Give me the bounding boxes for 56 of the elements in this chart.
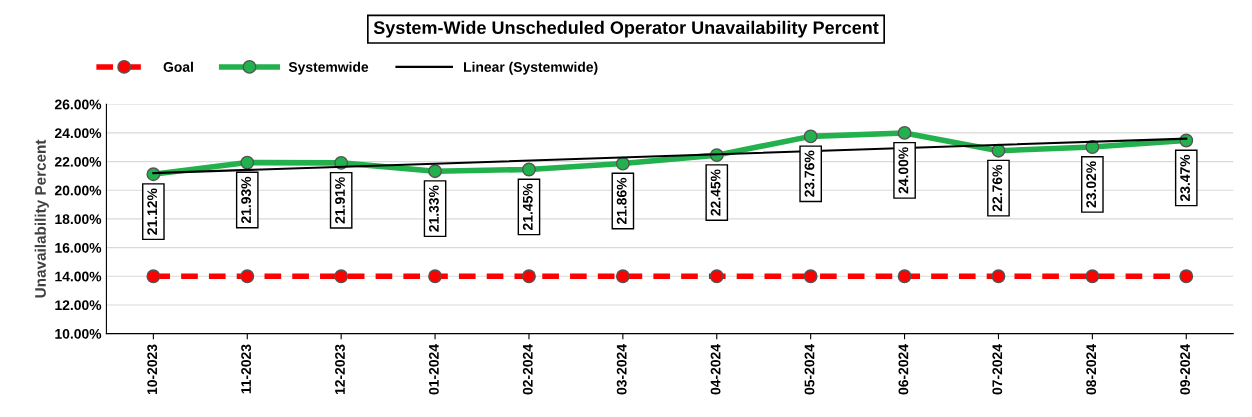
x-tick-label: 08-2024 xyxy=(1086,344,1097,395)
x-tick-label: 07-2024 xyxy=(992,344,1003,395)
legend-label: Goal xyxy=(163,61,193,72)
x-tick-label: 01-2024 xyxy=(428,344,439,395)
point xyxy=(991,269,1006,284)
point xyxy=(615,269,630,284)
point xyxy=(1179,269,1194,284)
data-label: 21.93% xyxy=(241,176,252,224)
point xyxy=(428,164,443,179)
point xyxy=(709,269,724,284)
x-tick-label: 12-2023 xyxy=(335,344,345,395)
y-tick-label: 12.00% xyxy=(55,300,102,311)
data-label: 21.33% xyxy=(428,185,439,232)
data-label: 21.12% xyxy=(147,188,158,235)
y-tick-label: 24.00% xyxy=(54,128,102,139)
legend-label: Linear (Systemwide) xyxy=(464,61,598,75)
x-tick-label: 05-2024 xyxy=(804,344,815,395)
y-tick-label: 10.00% xyxy=(55,328,102,339)
point xyxy=(803,129,818,144)
y-tick-label: 18.00% xyxy=(55,214,102,225)
data-label: 23.76% xyxy=(804,150,815,197)
point xyxy=(146,269,161,284)
point xyxy=(897,125,912,140)
point xyxy=(240,269,255,284)
x-tick-label: 06-2024 xyxy=(898,344,909,395)
x-tick-label: 09-2024 xyxy=(1180,344,1190,395)
point xyxy=(897,269,912,284)
y-tick-label: 26.00% xyxy=(54,99,102,110)
chart-title: System-Wide Unscheduled Operator Unavailability Percent xyxy=(373,20,879,38)
legend-label: Systemwide xyxy=(288,61,369,75)
data-label: 23.02% xyxy=(1086,161,1097,208)
data-label: 22.76% xyxy=(992,164,1003,212)
point xyxy=(428,269,443,284)
y-tick-label: 14.00% xyxy=(55,271,102,282)
x-tick-label: 04-2024 xyxy=(710,344,721,395)
point xyxy=(615,156,630,171)
data-label: 21.91% xyxy=(335,177,345,224)
point xyxy=(522,162,536,177)
x-tick-label: 11-2023 xyxy=(241,344,252,394)
y-tick-label: 16.00% xyxy=(55,242,102,253)
point xyxy=(803,269,818,284)
point xyxy=(334,269,349,284)
x-tick-label: 10-2023 xyxy=(147,344,158,395)
point xyxy=(240,155,255,170)
data-label: 22.45% xyxy=(710,169,721,216)
data-label: 21.86% xyxy=(616,177,627,225)
y-tick-label: 22.00% xyxy=(54,156,102,167)
y-axis-title: Unavailability Percent xyxy=(34,139,49,298)
y-tick-label: 20.00% xyxy=(54,185,102,196)
point xyxy=(1085,269,1100,284)
data-label: 23.47% xyxy=(1180,154,1191,202)
x-tick-label: 02-2024 xyxy=(522,344,533,395)
x-tick-label: 03-2024 xyxy=(616,344,627,395)
data-label: 21.45% xyxy=(522,183,533,230)
point xyxy=(522,269,536,284)
data-label: 24.00% xyxy=(898,147,909,194)
